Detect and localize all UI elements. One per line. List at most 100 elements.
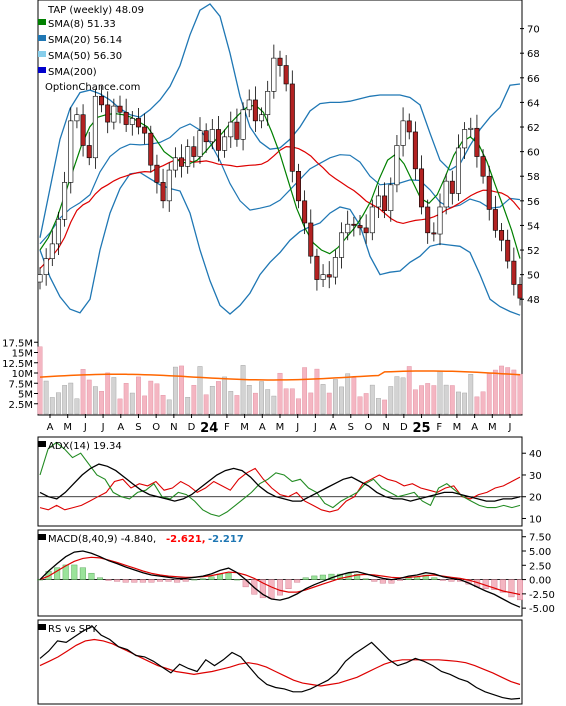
- volume-bar: [517, 373, 523, 415]
- macd-histogram-bar: [285, 579, 292, 589]
- macd-histogram-bar: [379, 579, 386, 584]
- candle-down: [283, 65, 289, 85]
- volume-bar: [228, 391, 234, 415]
- volume-tick-label: 17.5M: [2, 338, 33, 349]
- adx-plus-di-line: [39, 441, 521, 517]
- candle-down: [431, 232, 437, 235]
- volume-bar: [314, 368, 320, 415]
- macd-histogram-bar: [105, 579, 112, 581]
- macd-tick-label: 5.00: [529, 547, 551, 558]
- candle-up: [265, 91, 271, 116]
- macd-histogram-bar: [62, 564, 69, 580]
- volume-bar: [382, 399, 388, 415]
- price-tick-label: 68: [527, 49, 540, 60]
- volume-bar: [394, 376, 400, 415]
- volume-bar: [505, 367, 511, 415]
- price-tick-label: 50: [527, 271, 540, 282]
- candle-down: [499, 230, 505, 241]
- candle-down: [449, 180, 455, 194]
- macd-histogram-bar: [277, 579, 284, 596]
- candle-down: [99, 95, 105, 106]
- macd-histogram-bar: [354, 573, 361, 580]
- volume-bar: [142, 395, 148, 415]
- macd-histogram-bar: [225, 572, 232, 580]
- month-label: M: [276, 422, 285, 433]
- candle-down: [511, 260, 517, 285]
- candle-up: [400, 120, 406, 146]
- candle-up: [37, 274, 43, 283]
- candle-up: [172, 157, 178, 171]
- candle-down: [505, 239, 511, 262]
- volume-bar: [191, 385, 197, 415]
- candle-down: [357, 225, 363, 229]
- volume-bar: [209, 386, 215, 415]
- macd-tick-label: 7.50: [529, 533, 551, 544]
- candle-up: [129, 118, 135, 125]
- volume-bar: [474, 396, 480, 415]
- macd-histogram-bar: [114, 579, 121, 582]
- volume-bar: [351, 377, 357, 415]
- macd-histogram-bar: [371, 579, 378, 582]
- candle-down: [517, 284, 523, 299]
- volume-bar: [154, 383, 160, 415]
- legend-sma50: SMA(50) 56.30: [48, 51, 122, 62]
- candle-down: [474, 127, 480, 157]
- volume-bar: [412, 389, 418, 415]
- candle-up: [197, 130, 203, 157]
- macd-histogram-bar: [131, 579, 138, 583]
- price-tick-label: 70: [527, 25, 540, 36]
- month-label: F: [436, 422, 442, 433]
- macd-histogram-bar: [148, 579, 155, 583]
- volume-bar: [462, 392, 468, 415]
- macd-histogram-bar: [362, 578, 369, 580]
- volume-bar: [406, 366, 412, 415]
- price-tick-label: 54: [527, 221, 540, 232]
- volume-bar: [49, 397, 55, 415]
- volume-bar: [252, 392, 258, 415]
- month-label: J: [83, 422, 87, 433]
- price-tick-label: 52: [527, 246, 540, 257]
- volume-bar: [160, 394, 166, 415]
- month-label: O: [152, 422, 160, 433]
- candle-down: [277, 57, 283, 66]
- candle-up: [259, 114, 265, 122]
- macd-histogram-bar: [156, 579, 163, 582]
- month-label: 25: [412, 421, 430, 436]
- candle-up: [332, 257, 338, 278]
- price-tick-label: 60: [527, 148, 540, 159]
- candle-down: [295, 171, 301, 202]
- volume-bar: [117, 398, 123, 415]
- candle-down: [117, 105, 123, 113]
- volume-bar: [302, 367, 308, 415]
- volume-bar: [92, 386, 98, 415]
- volume-bar: [246, 385, 252, 415]
- macd-histogram-bar: [216, 573, 223, 580]
- macd-legend-swatch: [38, 534, 46, 540]
- adx-tick-label: 20: [529, 493, 542, 504]
- volume-bar: [339, 386, 344, 415]
- volume-bar: [499, 365, 504, 415]
- macd-tick-label: 0.00: [529, 576, 551, 587]
- volume-bar: [185, 397, 191, 415]
- candle-down: [215, 129, 221, 151]
- macd-histogram-bar: [182, 579, 189, 582]
- volume-bar: [259, 381, 264, 415]
- macd-line: [39, 550, 521, 608]
- macd-histogram-bar: [319, 574, 326, 580]
- macd-histogram-bar: [174, 579, 181, 583]
- legend-swatch-sma50: [38, 51, 46, 57]
- macd-tick-label: -5.00: [529, 604, 555, 615]
- volume-bar: [363, 393, 369, 415]
- chart-legend: TAP (weekly) 48.09 SMA(8) 51.33 SMA(20) …: [38, 5, 144, 93]
- macd-tick-label: 2.50: [529, 561, 551, 572]
- volume-bar: [486, 373, 492, 415]
- month-label: N: [170, 422, 177, 433]
- volume-bar: [326, 392, 332, 415]
- candle-up: [111, 105, 117, 123]
- macd-histogram-bar: [439, 579, 446, 581]
- volume-bar: [308, 392, 314, 415]
- month-label: O: [365, 422, 373, 433]
- candle-down: [123, 111, 129, 125]
- macd-histogram-bar: [71, 564, 78, 580]
